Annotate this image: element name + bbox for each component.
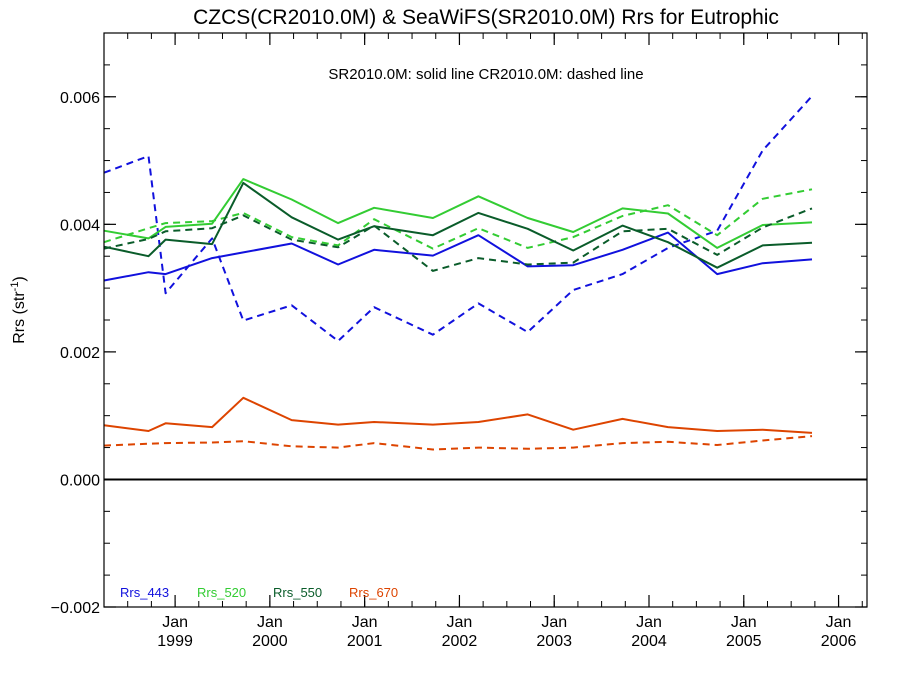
series-line-rrs_520-solid [103,178,813,249]
x-tick-year: 2005 [726,633,762,650]
legend-entry-rrs_550: Rrs_550 [273,585,322,600]
x-tick-month: Jan [826,614,852,631]
plot-frame [103,32,868,608]
axes [103,32,868,608]
series-line-rrs_520-dashed [103,188,813,250]
x-tick-year: 1999 [157,633,193,650]
x-tick-month: Jan [636,614,662,631]
x-tick-year: 2002 [442,633,478,650]
series-line-rrs_550-solid [103,181,813,269]
legend-entry-rrs_443: Rrs_443 [120,585,169,600]
legend-entry-rrs_520: Rrs_520 [197,585,246,600]
series-line-rrs_443-solid [103,231,813,282]
y-axis-label-sup: -1 [9,282,21,292]
x-tick-year: 2003 [536,633,572,650]
x-tick-month: Jan [541,614,567,631]
x-tick-year: 2001 [347,633,383,650]
plot-lines [103,95,813,451]
series-line-rrs_443-dashed [103,95,813,342]
y-tick-label: −0.002 [51,600,100,617]
series-line-rrs_550-dashed [103,207,813,272]
y-tick-label: 0.000 [60,472,100,489]
x-tick-year: 2004 [631,633,667,650]
x-tick-month: Jan [447,614,473,631]
y-axis-label-text: Rrs (str [11,291,28,344]
x-tick-year: 2006 [821,633,857,650]
x-tick-year: 2000 [252,633,288,650]
y-axis-label-close: ) [11,276,28,281]
y-tick-label: 0.002 [60,345,100,362]
x-tick-month: Jan [731,614,757,631]
line-style-annotation: SR2010.0M: solid line CR2010.0M: dashed … [328,66,643,83]
y-tick-label: 0.006 [60,90,100,107]
y-ticks: −0.002 0.000 0.002 0.004 0.006 [51,32,867,617]
chart-title: CZCS(CR2010.0M) & SeaWiFS(SR2010.0M) Rrs… [193,6,779,29]
legend-entry-rrs_670: Rrs_670 [349,585,398,600]
x-tick-month: Jan [257,614,283,631]
series-line-rrs_670-solid [103,396,813,434]
x-ticks: Jan 1999 Jan 2000 Jan 2001 Jan 2002 Jan 2003 Jan 20… [127,33,863,650]
series-line-rrs_670-dashed [103,435,813,451]
x-tick-month: Jan [352,614,378,631]
x-tick-month: Jan [162,614,188,631]
y-tick-label: 0.004 [60,217,100,234]
y-axis-label: Rrs (str-1) [9,276,28,344]
svg-text:Rrs (str-1): Rrs (str-1) [9,276,28,344]
legend: Rrs_443 Rrs_520 Rrs_550 Rrs_670 [120,585,398,600]
